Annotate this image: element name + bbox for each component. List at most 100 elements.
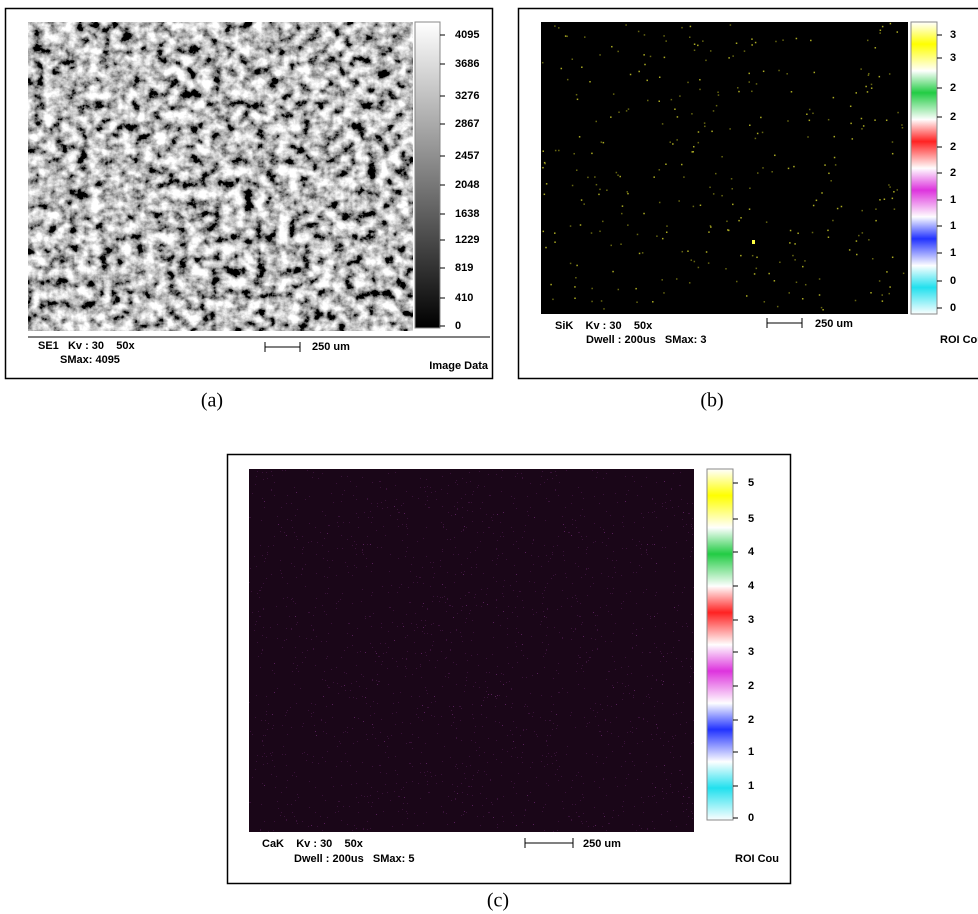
dot (718, 94, 720, 96)
dot (715, 173, 717, 175)
colorbar-label: 4 (748, 546, 755, 558)
dot (777, 306, 779, 308)
dot (794, 243, 796, 245)
colorbar (911, 22, 937, 315)
colorbar-segment (707, 703, 733, 762)
dot (612, 271, 614, 273)
dot (764, 301, 766, 303)
colorbar-segment (707, 469, 733, 528)
dot (738, 220, 740, 222)
dot (544, 194, 546, 196)
dot (824, 164, 826, 166)
dot (766, 221, 768, 223)
dot (616, 172, 618, 174)
dot (681, 27, 683, 29)
dot (855, 300, 857, 302)
colorbar-label: 2 (950, 141, 956, 153)
dot (791, 91, 793, 93)
dot (627, 193, 629, 195)
dot (888, 293, 890, 295)
dot (751, 91, 753, 93)
colorbar-label: 0 (950, 275, 956, 287)
dot (552, 299, 554, 301)
dot (894, 208, 896, 210)
dot (628, 108, 630, 110)
footer-kind: ROI Cou (735, 853, 779, 865)
colorbar-segment (707, 586, 733, 645)
dot (813, 205, 815, 207)
dot (674, 108, 676, 110)
dot (882, 300, 884, 302)
dot (676, 278, 678, 280)
colorbar-label: 3 (950, 29, 956, 41)
dot (662, 238, 664, 240)
dot (636, 301, 638, 303)
dot (897, 112, 899, 114)
dot (625, 24, 627, 26)
scale-label: 250 um (583, 838, 621, 850)
dot (748, 73, 750, 75)
dot (822, 309, 824, 311)
colorbar-label: 3686 (455, 58, 479, 70)
dot (892, 198, 894, 200)
dot (749, 208, 751, 210)
dot (713, 110, 715, 112)
dot (875, 208, 877, 210)
dot (594, 176, 596, 178)
dot (713, 193, 715, 195)
dot (558, 27, 560, 29)
dot (689, 36, 691, 38)
footer-line2: SMax: 4095 (60, 354, 120, 366)
dot (819, 294, 821, 296)
dot (570, 263, 572, 265)
dot (546, 183, 548, 185)
colorbar-label: 4 (748, 580, 755, 592)
dot (802, 298, 804, 300)
dot (892, 257, 894, 259)
dot (646, 80, 648, 82)
scale-label: 250 um (815, 318, 853, 330)
dot (886, 271, 888, 273)
dot (619, 176, 621, 178)
dot (744, 50, 746, 52)
dot (694, 44, 696, 46)
dot (832, 220, 834, 222)
dot (749, 125, 751, 127)
dot (889, 186, 891, 188)
dot (576, 94, 578, 96)
dot (834, 136, 836, 138)
dot (849, 249, 851, 251)
dot (591, 153, 593, 155)
dot (794, 259, 796, 261)
dot (717, 92, 719, 94)
dot (554, 232, 556, 234)
dot (705, 60, 707, 62)
dot (897, 31, 899, 33)
colorbar-label: 1229 (455, 234, 479, 246)
dot (661, 279, 663, 281)
dot (611, 46, 613, 48)
footer-line1: CaK Kv : 30 50x (262, 838, 364, 850)
colorbar-label: 4095 (455, 29, 479, 41)
dot (698, 142, 700, 144)
dot (872, 258, 874, 260)
dot (738, 91, 740, 93)
dot (656, 235, 658, 237)
dot (850, 106, 852, 108)
dot (870, 292, 872, 294)
dot (572, 58, 574, 60)
dot (639, 253, 641, 255)
dot (602, 221, 604, 223)
dot (659, 77, 661, 79)
colorbar-label: 819 (455, 262, 473, 274)
dot (858, 235, 860, 237)
dot (570, 225, 572, 227)
dot (610, 245, 612, 247)
dot (879, 280, 881, 282)
dot (689, 282, 691, 284)
dot (584, 36, 586, 38)
dot (731, 188, 733, 190)
dot (554, 25, 556, 27)
footer-line2: Dwell : 200us SMax: 5 (294, 853, 414, 865)
dot (850, 123, 852, 125)
